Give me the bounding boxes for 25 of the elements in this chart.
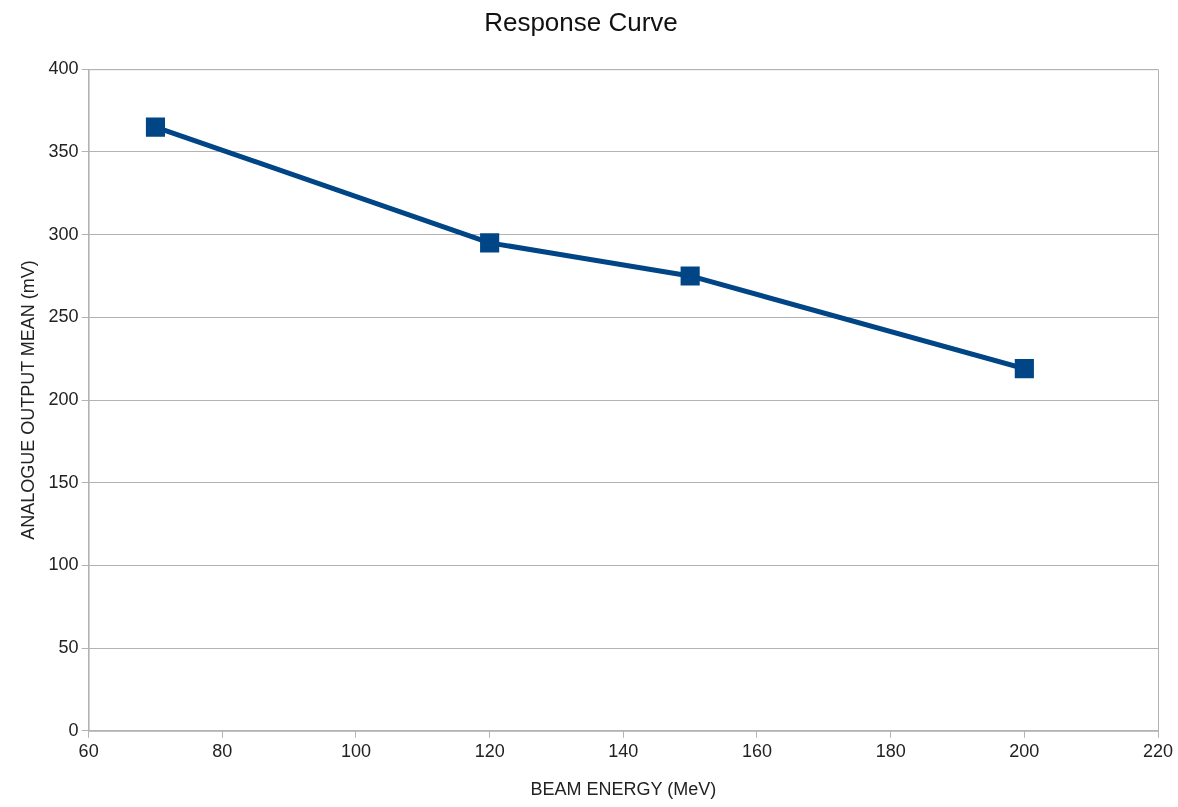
y-tick-label: 100 — [48, 554, 79, 575]
point — [145, 117, 166, 137]
y-tick-label: 0 — [68, 719, 79, 740]
x-tick-label: 200 — [1009, 740, 1040, 761]
point — [480, 233, 500, 253]
x-tick-label: 160 — [741, 740, 773, 761]
point — [1014, 359, 1034, 379]
x-tick-label: 220 — [1142, 740, 1174, 761]
chart-title: Response Curve — [484, 6, 678, 37]
x-axis-title: BEAM ENERGY (MeV) — [530, 779, 717, 800]
x-tick-label: 60 — [78, 740, 99, 761]
x-tick-label: 120 — [474, 740, 505, 761]
x-tick-label: 100 — [340, 740, 371, 761]
x-tick-label: 180 — [875, 740, 906, 761]
y-tick-label: 200 — [48, 388, 79, 409]
y-tick-label: 250 — [48, 306, 79, 327]
point — [680, 266, 700, 286]
x-tick-label: 80 — [212, 740, 233, 761]
y-tick-label: 150 — [48, 471, 79, 492]
y-tick-label: 50 — [58, 637, 79, 658]
y-tick-label: 400 — [48, 58, 79, 79]
y-tick-label: 300 — [48, 223, 79, 244]
y-axis-title: ANALOGUE OUTPUT MEAN (mV) — [17, 260, 38, 540]
y-tick-label: 350 — [48, 140, 79, 161]
x-tick-label: 140 — [608, 740, 639, 761]
